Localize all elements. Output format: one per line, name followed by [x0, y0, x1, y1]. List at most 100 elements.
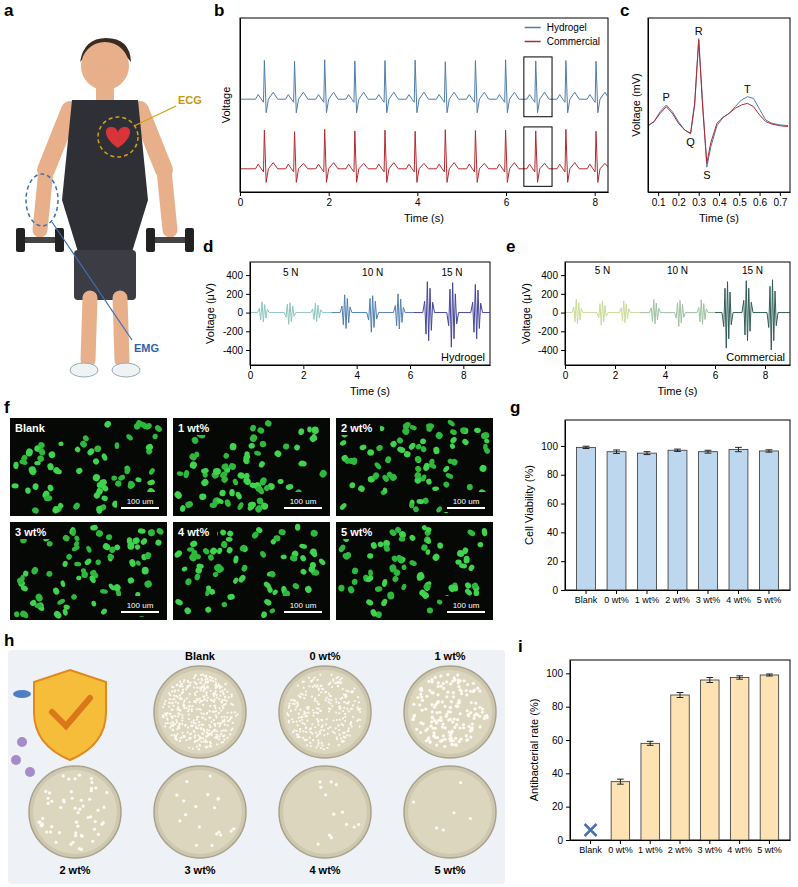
cell	[310, 529, 319, 537]
cell	[199, 493, 207, 500]
colony	[309, 737, 311, 739]
label-patch	[175, 420, 217, 435]
cell	[147, 479, 156, 486]
colony	[308, 685, 310, 687]
colony	[340, 681, 342, 683]
colony	[200, 674, 202, 676]
colony	[352, 704, 354, 706]
tick: -400	[538, 345, 565, 356]
cell	[173, 549, 183, 559]
line-series	[648, 40, 788, 163]
plot-area	[585, 674, 779, 840]
colony	[209, 676, 211, 678]
colony	[344, 716, 346, 718]
colony	[353, 825, 356, 828]
tick-label: 0.7	[773, 197, 787, 208]
colony	[340, 737, 342, 739]
cell	[408, 534, 416, 542]
colony	[308, 706, 310, 708]
colony	[205, 736, 207, 738]
colony	[314, 698, 316, 700]
tick-mark	[561, 350, 565, 351]
colony	[341, 697, 343, 699]
colony	[439, 716, 442, 719]
cell	[318, 557, 327, 566]
colony	[450, 743, 453, 746]
cell	[311, 433, 318, 441]
tick-label: 0	[237, 307, 243, 318]
colony	[189, 693, 191, 695]
colony	[331, 686, 333, 688]
plot-area	[250, 282, 490, 348]
colony	[223, 739, 225, 741]
colony	[46, 797, 49, 800]
colony	[205, 746, 207, 748]
tick-label: 100	[541, 441, 558, 452]
colony	[301, 719, 303, 721]
colony	[196, 708, 198, 710]
colony	[196, 740, 198, 742]
bar	[607, 452, 626, 590]
colony	[328, 707, 330, 709]
colony	[287, 714, 289, 716]
cell	[111, 476, 117, 481]
colony	[218, 712, 220, 714]
colony	[214, 723, 216, 725]
colony	[213, 711, 215, 713]
cell	[95, 559, 101, 565]
colony	[445, 715, 448, 718]
colony	[174, 738, 176, 740]
tick-label: 8	[763, 370, 769, 381]
colony	[419, 693, 422, 696]
colony	[439, 674, 442, 677]
tick: 0	[238, 192, 244, 208]
tick-mark	[650, 840, 651, 844]
tick: 6	[504, 192, 510, 208]
bacterium	[13, 690, 31, 698]
colony	[306, 715, 308, 717]
cell	[76, 575, 82, 580]
colony	[193, 722, 195, 724]
colony	[230, 829, 233, 832]
colony	[299, 730, 301, 732]
colony	[324, 793, 327, 796]
tick-mark	[616, 590, 617, 594]
axis-title: Voltage (mV)	[630, 73, 642, 137]
tick-mark	[246, 350, 250, 351]
colony	[453, 718, 456, 721]
colony	[470, 701, 473, 704]
scale-label: 100 um	[127, 497, 154, 506]
cell	[181, 566, 188, 573]
line-series	[565, 299, 640, 325]
cell	[60, 580, 66, 588]
colony	[452, 695, 455, 698]
image-label: 5 wt%	[341, 526, 372, 538]
colony	[335, 701, 337, 703]
colony	[293, 729, 295, 731]
tick-label: 60	[547, 498, 559, 509]
colony	[175, 719, 177, 721]
colony	[226, 716, 228, 718]
colony	[338, 712, 340, 714]
tick: 20	[547, 556, 565, 567]
colony	[313, 712, 315, 714]
cell	[71, 529, 77, 537]
agar	[158, 670, 242, 754]
colony	[315, 731, 317, 733]
colony	[184, 725, 186, 727]
tick-mark	[566, 773, 570, 774]
colony	[331, 705, 333, 707]
colony	[200, 682, 202, 684]
colony	[223, 716, 225, 718]
colony	[358, 701, 360, 703]
micrograph: 1 wt%100 um	[173, 418, 330, 516]
colony	[430, 678, 433, 681]
cell	[62, 560, 69, 567]
cell	[345, 552, 351, 559]
colony	[330, 699, 332, 701]
bar	[699, 452, 718, 590]
tick: 0.6	[753, 192, 767, 208]
colony	[320, 685, 322, 687]
panel-letter: b	[214, 1, 224, 20]
colony	[183, 707, 185, 709]
